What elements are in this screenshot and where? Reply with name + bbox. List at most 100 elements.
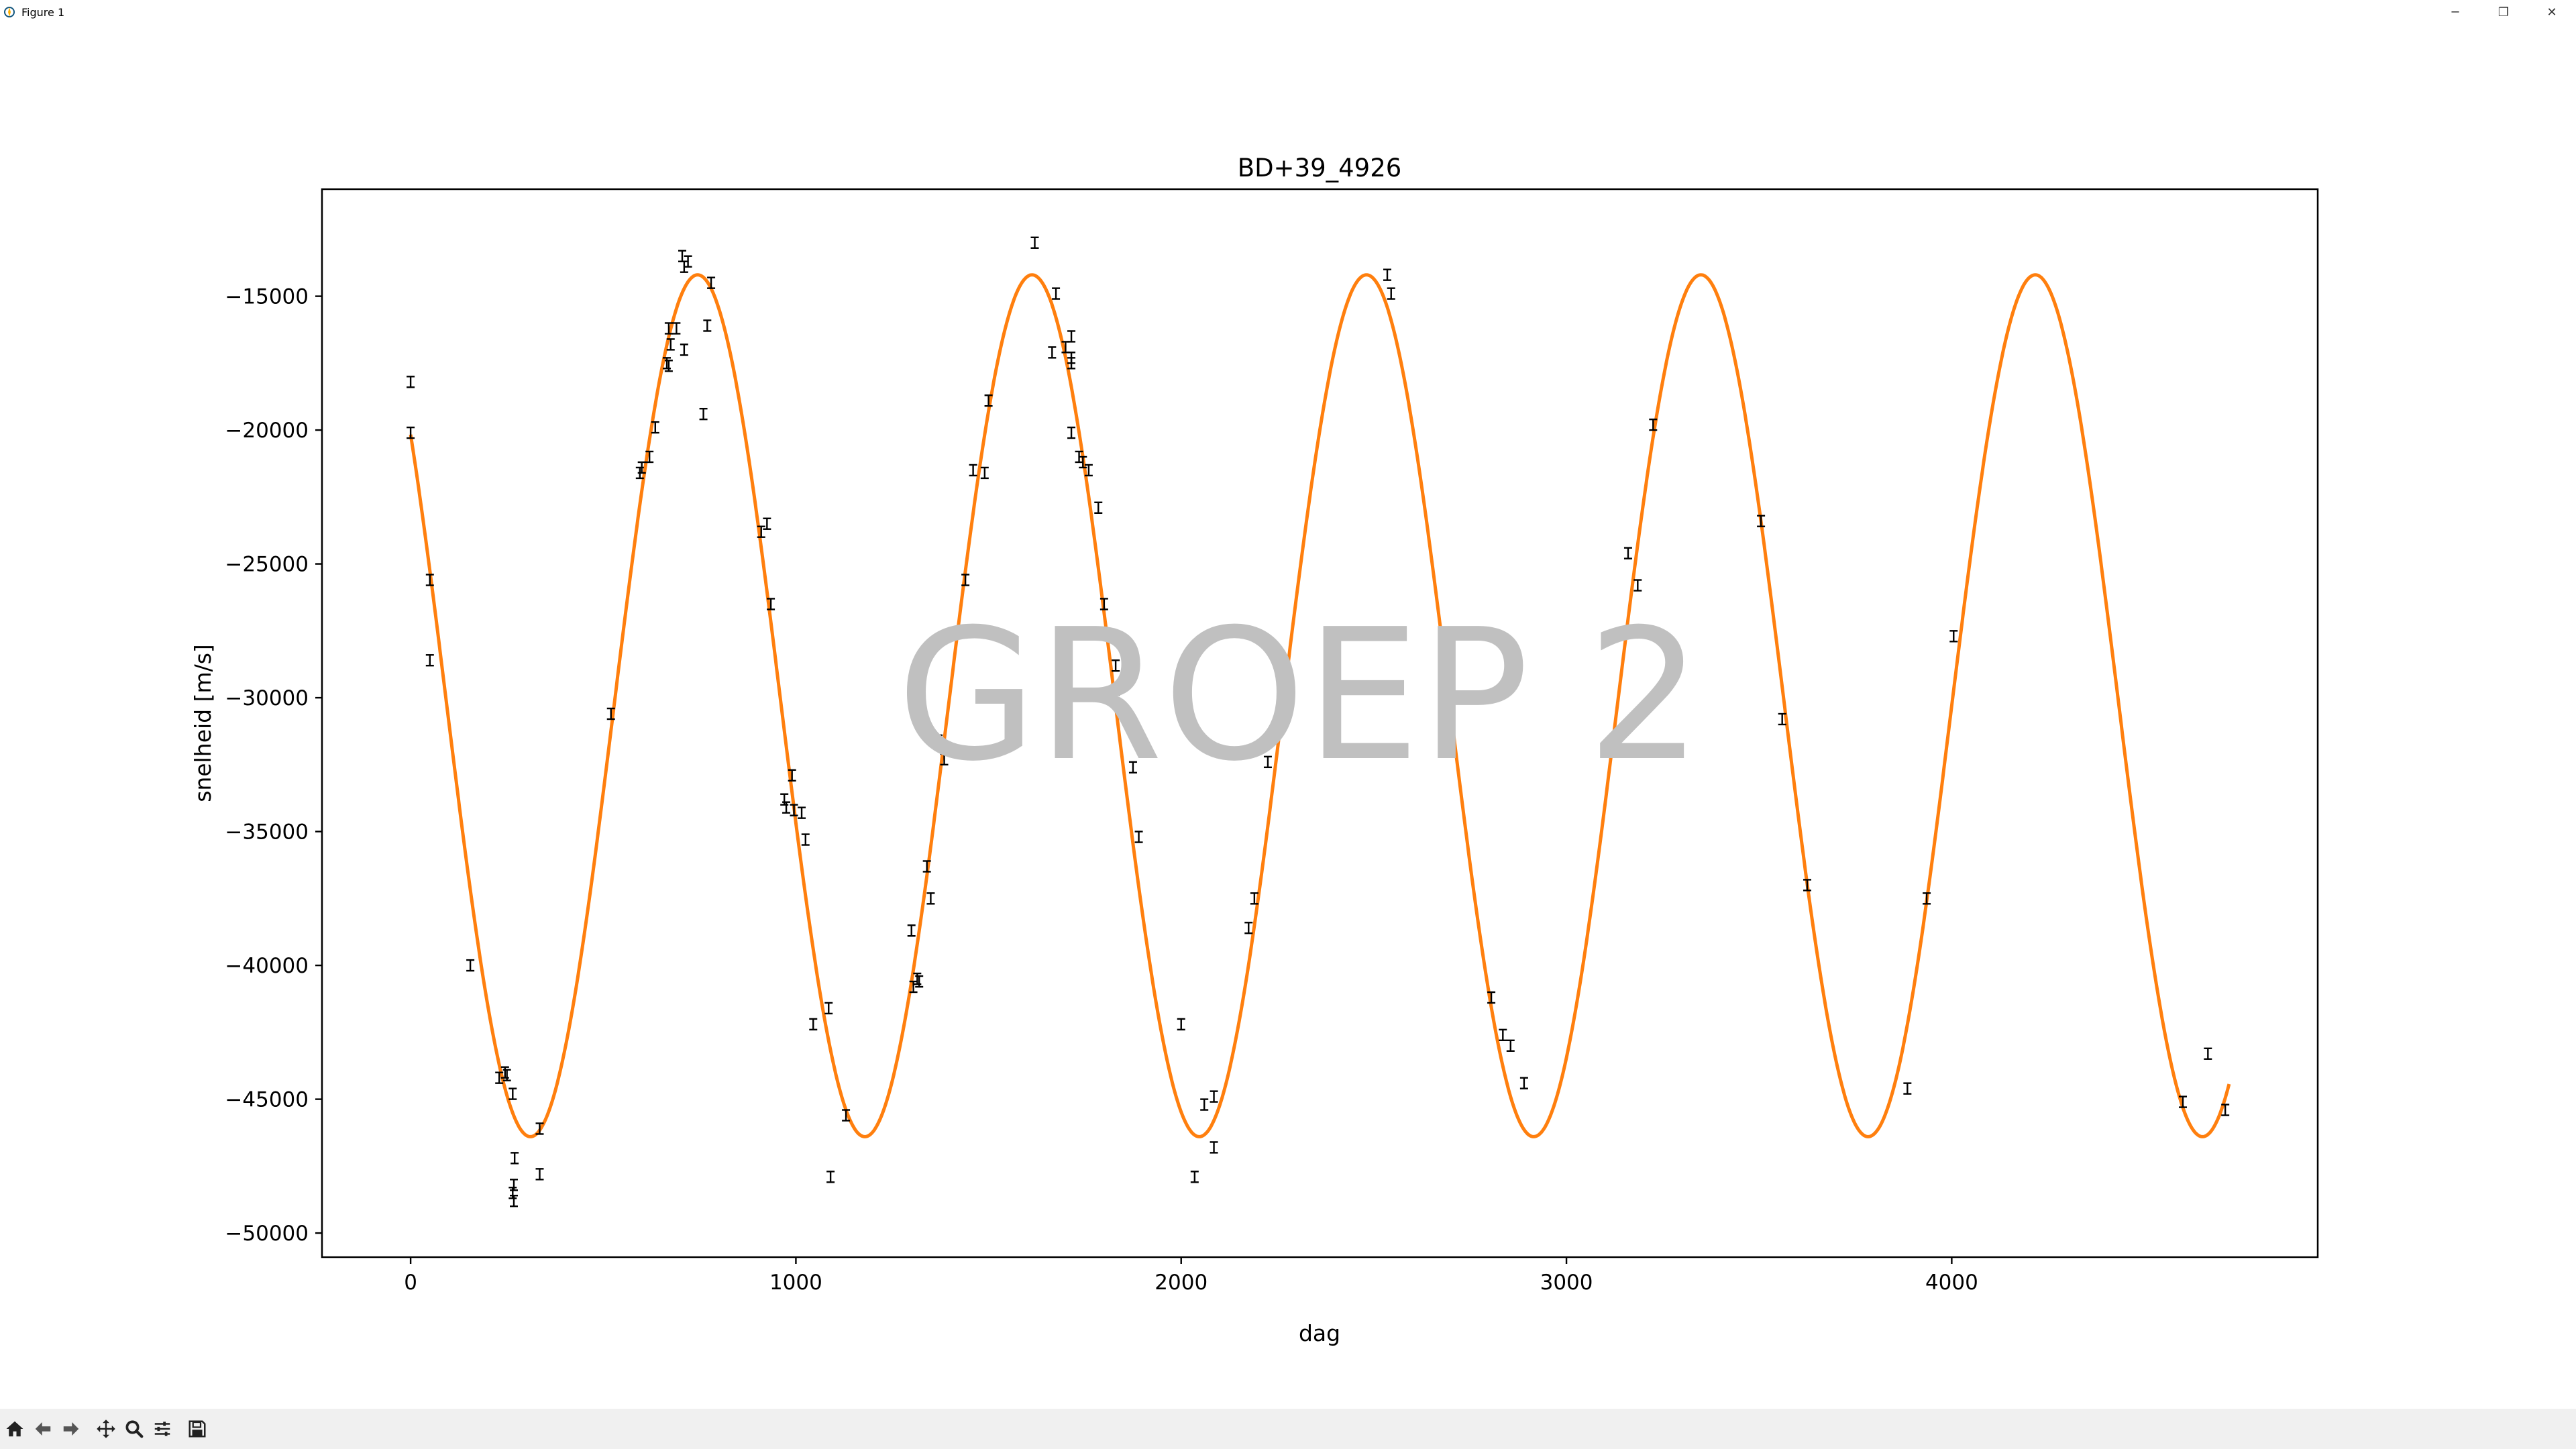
y-tick-label: −35000 (225, 820, 309, 845)
data-point (1250, 892, 1258, 905)
data-point (782, 801, 791, 814)
y-tick-label: −25000 (225, 553, 309, 577)
window-controls: ─ ❐ ✕ (2431, 0, 2576, 24)
data-point (495, 1071, 504, 1084)
data-points-layer (407, 236, 2230, 1208)
data-point (934, 734, 943, 747)
data-point (2178, 1095, 2187, 1108)
data-point (425, 574, 434, 586)
data-point (466, 959, 475, 972)
data-point (1210, 1141, 1218, 1154)
data-point (1519, 1077, 1528, 1089)
data-point (664, 322, 673, 335)
x-tick-label: 3000 (1540, 1271, 1593, 1295)
data-point (703, 319, 712, 332)
data-point (1067, 357, 1076, 370)
data-point (511, 1152, 519, 1165)
y-tick-label: −50000 (225, 1222, 309, 1246)
data-point (980, 466, 989, 480)
restore-button[interactable]: ❐ (2498, 5, 2510, 19)
data-point (940, 753, 949, 766)
data-point (1923, 892, 1931, 905)
data-point (407, 376, 415, 388)
data-point (1052, 287, 1061, 300)
app-icon (3, 5, 17, 19)
x-tick-label: 1000 (769, 1271, 822, 1295)
plot-svg: 0 1000 2000 3000 4000 −15000 −20000 −25000 −3000… (190, 154, 2319, 1346)
y-tick-label: −15000 (225, 285, 309, 309)
data-point (763, 517, 771, 530)
data-point (909, 980, 918, 994)
data-point (1499, 1028, 1507, 1042)
data-point (824, 1002, 833, 1015)
data-point (1778, 712, 1786, 726)
data-point (1112, 694, 1120, 707)
data-point (757, 525, 765, 538)
data-point (1903, 1082, 1912, 1095)
data-point (637, 461, 646, 474)
data-point (1210, 1090, 1218, 1103)
data-point (788, 769, 796, 782)
save-icon[interactable] (184, 1414, 211, 1444)
close-button[interactable]: ✕ (2546, 5, 2557, 19)
data-point (926, 892, 935, 905)
fit-curve-layer (409, 273, 2231, 1138)
data-point (1128, 761, 1137, 774)
data-point (2204, 1047, 2212, 1060)
data-point (1094, 501, 1103, 514)
data-point (407, 426, 415, 439)
data-point (798, 806, 806, 819)
x-tick-label: 0 (404, 1271, 417, 1295)
data-point (680, 343, 688, 356)
data-point (1177, 1018, 1185, 1031)
data-point (1190, 1171, 1199, 1183)
data-point (508, 1187, 517, 1199)
y-tick-label: −45000 (225, 1088, 309, 1112)
watermark-text: GROEP 2 (897, 590, 1702, 801)
data-point (1506, 1039, 1515, 1052)
data-point (645, 450, 654, 464)
data-point (1263, 755, 1272, 769)
data-point (790, 804, 798, 816)
data-point (780, 793, 789, 806)
pan-icon[interactable] (93, 1414, 119, 1444)
figure-canvas[interactable]: 0 1000 2000 3000 4000 −15000 −20000 −25000 −3000… (0, 24, 2576, 1409)
data-point (1048, 346, 1057, 359)
data-point (767, 598, 775, 610)
fit-curve (409, 273, 2231, 1138)
data-point (1244, 922, 1253, 934)
chart-title: BD+39_4926 (1238, 154, 1402, 182)
data-point (1084, 464, 1093, 477)
data-point (801, 833, 810, 846)
data-point (1079, 455, 1087, 469)
y-tick-label: −40000 (225, 954, 309, 978)
data-point (535, 1168, 544, 1181)
data-point (922, 860, 931, 873)
minimize-button[interactable]: ─ (2451, 5, 2459, 19)
y-tick-label: −20000 (225, 419, 309, 443)
data-point (969, 464, 977, 477)
data-point (826, 1171, 835, 1183)
data-point (535, 1122, 544, 1135)
home-icon[interactable] (1, 1414, 28, 1444)
data-point (1487, 991, 1496, 1004)
data-point (699, 407, 708, 421)
zoom-icon[interactable] (121, 1414, 148, 1444)
window-title: Figure 1 (21, 5, 65, 19)
data-point (1200, 1098, 1209, 1111)
back-icon[interactable] (30, 1414, 56, 1444)
axes-frame (321, 188, 2319, 1258)
data-point (707, 276, 716, 289)
data-point (1623, 547, 1632, 559)
data-point (666, 338, 675, 351)
data-point (672, 322, 681, 335)
navigation-toolbar (0, 1409, 2576, 1449)
data-point (1633, 579, 1642, 592)
x-tick-label: 4000 (1925, 1271, 1978, 1295)
data-point (915, 975, 924, 988)
data-point (1949, 630, 1958, 643)
x-axis-label: dag (1299, 1320, 1340, 1346)
data-point (510, 1179, 519, 1191)
forward-icon[interactable] (58, 1414, 85, 1444)
configure-subplots-icon[interactable] (149, 1414, 176, 1444)
